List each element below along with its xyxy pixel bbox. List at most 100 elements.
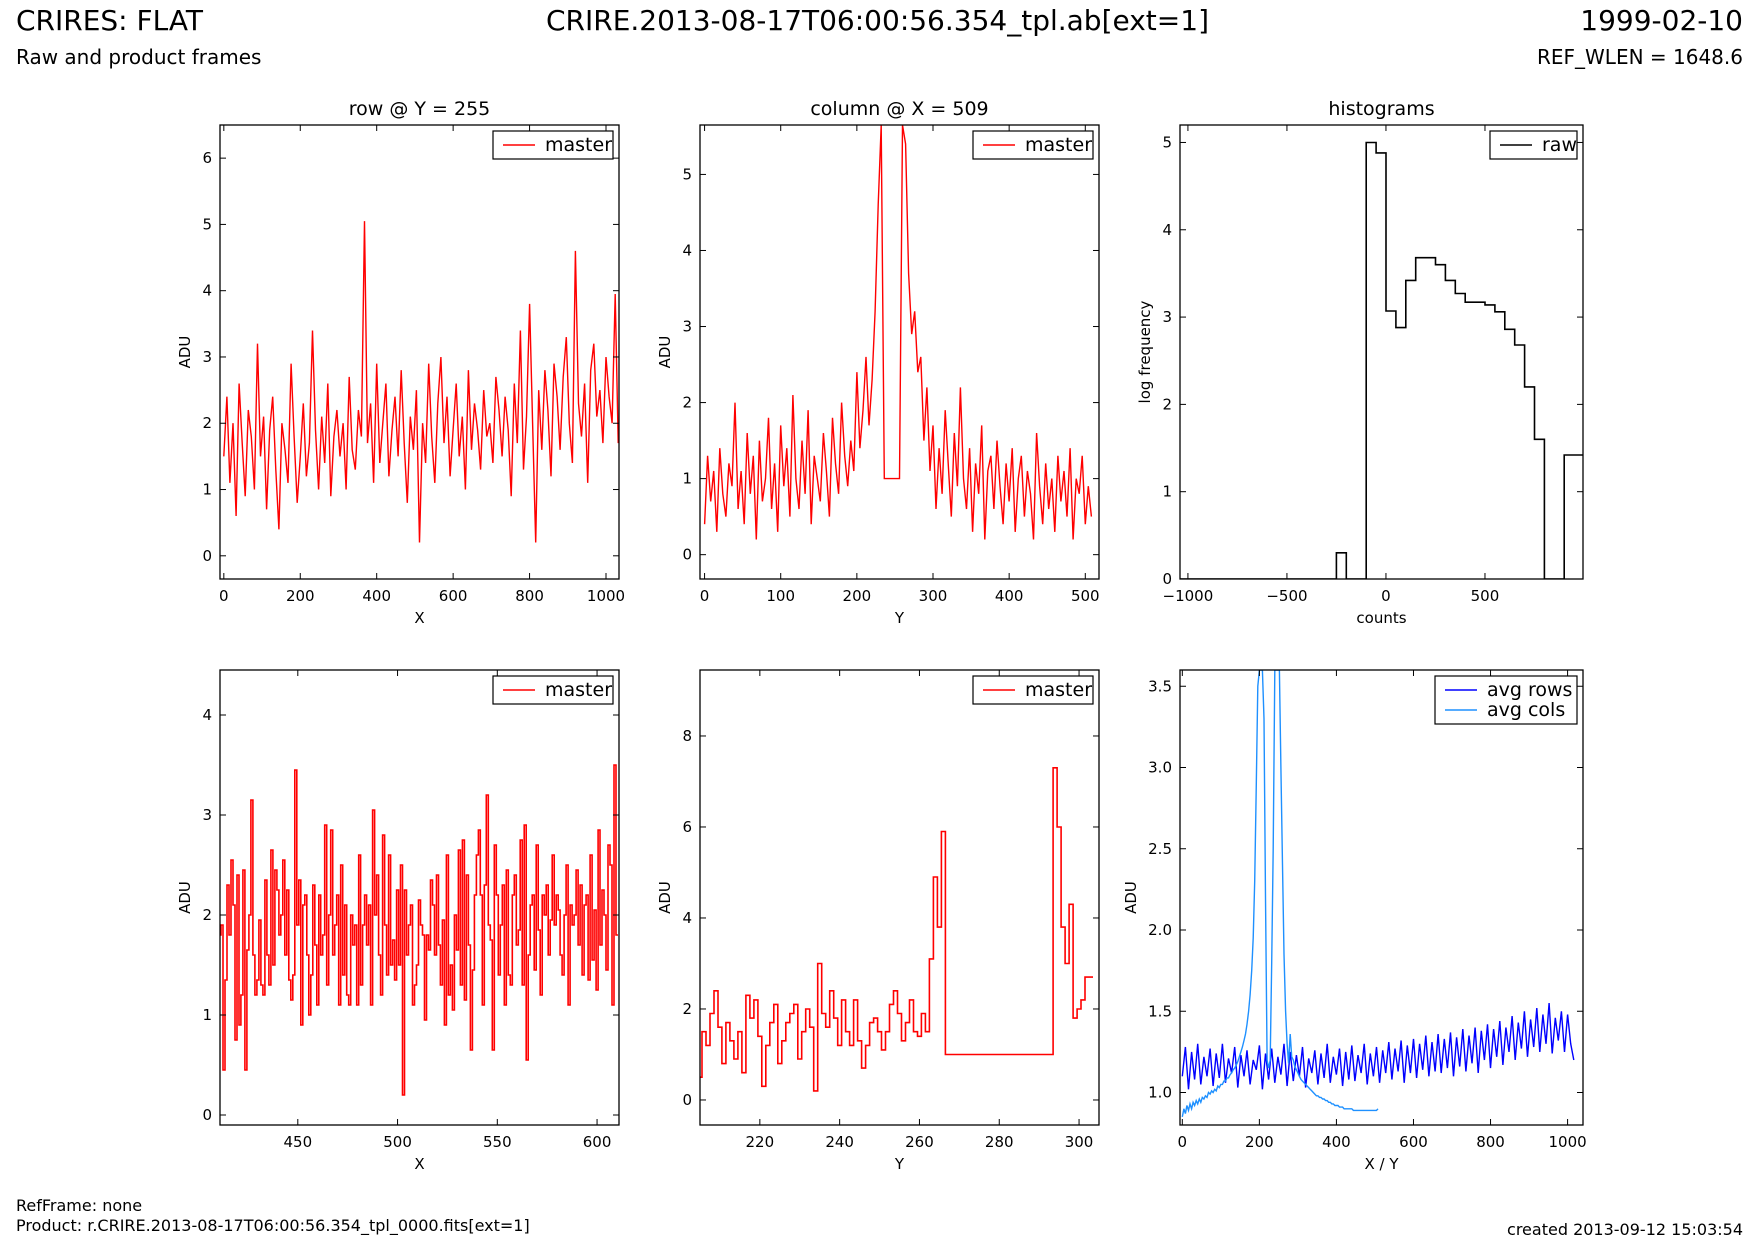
x-tick-label: 300 <box>1065 1133 1094 1151</box>
x-tick-label: 260 <box>905 1133 934 1151</box>
y-tick-label: 0 <box>682 546 692 564</box>
y-tick-label: 1 <box>202 1006 212 1024</box>
created-label: created 2013-09-12 15:03:54 <box>1507 1220 1743 1239</box>
x-tick-label: 600 <box>583 1133 612 1151</box>
y-tick-label: 1 <box>202 481 212 499</box>
y-tick-label: 2 <box>202 414 212 432</box>
plot-frame <box>219 124 620 580</box>
x-tick-label: 450 <box>283 1133 312 1151</box>
y-tick-label: 4 <box>1162 221 1172 239</box>
plot-frame <box>699 669 1100 1126</box>
series-line-avg-cols <box>1181 670 1379 1118</box>
series-line-master <box>703 125 1093 540</box>
frame-title: CRIRE.2013-08-17T06:00:56.354_tpl.ab[ext… <box>545 4 1209 37</box>
y-tick-label: 6 <box>202 149 212 167</box>
y-axis-label: ADU <box>176 336 194 369</box>
y-tick-label: 0 <box>1162 570 1172 588</box>
legend-entry: master <box>545 679 612 701</box>
x-tick-label: 400 <box>995 587 1024 605</box>
x-tick-label: 800 <box>1476 1133 1505 1151</box>
x-tick-label: 200 <box>286 587 315 605</box>
y-tick-label: 3.5 <box>1148 677 1172 695</box>
plot-frame <box>1179 669 1584 1126</box>
y-tick-label: 2 <box>682 394 692 412</box>
x-tick-label: −1000 <box>1163 587 1214 605</box>
x-tick-label: 200 <box>1245 1133 1274 1151</box>
chart-column-full: 0 100 200 300 400 500 0 1 2 3 4 5 column @ X = 509 Y A… <box>656 98 1100 627</box>
chart-row-zoom: 450 500 550 600 0 1 2 3 4 X ADU master <box>176 669 620 1173</box>
y-tick-label: 8 <box>682 727 692 745</box>
y-tick-label: 3 <box>202 348 212 366</box>
x-tick-label: 300 <box>919 587 948 605</box>
x-tick-label: 500 <box>1071 587 1100 605</box>
y-tick-label: 1.0 <box>1148 1084 1172 1102</box>
legend-entry: master <box>545 134 612 156</box>
legend: master <box>972 130 1094 160</box>
y-tick-label: 3.0 <box>1148 759 1172 777</box>
y-tick-label: 2.5 <box>1148 840 1172 858</box>
y-axis-label: ADU <box>176 881 194 914</box>
plot-frame <box>219 669 620 1126</box>
x-tick-label: 600 <box>1399 1133 1428 1151</box>
y-axis-label: ADU <box>656 881 674 914</box>
legend: master <box>972 675 1094 705</box>
x-axis-label: X <box>414 609 424 627</box>
x-tick-label: 0 <box>219 587 229 605</box>
x-tick-label: 220 <box>746 1133 775 1151</box>
x-tick-label: 800 <box>515 587 544 605</box>
series-line-master <box>223 221 619 543</box>
y-tick-label: 0 <box>682 1091 692 1109</box>
ref-frame-label: RefFrame: none <box>16 1196 143 1215</box>
x-tick-label: 0 <box>1381 587 1391 605</box>
y-axis-label: ADU <box>1122 881 1140 914</box>
y-axis-label: ADU <box>656 336 674 369</box>
y-tick-label: 1.5 <box>1148 1002 1172 1020</box>
y-tick-label: 4 <box>682 909 692 927</box>
legend: master <box>492 130 614 160</box>
x-tick-label: 280 <box>985 1133 1014 1151</box>
legend-box <box>1434 675 1578 725</box>
plot-frame <box>699 124 1100 580</box>
x-tick-label: 500 <box>1471 587 1500 605</box>
chart-title: row @ Y = 255 <box>349 98 491 120</box>
x-tick-label: 600 <box>439 587 468 605</box>
x-tick-label: 0 <box>1178 1133 1188 1151</box>
legend-entry: master <box>1025 679 1092 701</box>
y-tick-label: 1 <box>682 470 692 488</box>
x-tick-label: −500 <box>1266 587 1307 605</box>
x-tick-label: 100 <box>766 587 795 605</box>
legend-entry: raw <box>1542 134 1577 156</box>
x-tick-label: 1000 <box>587 587 625 605</box>
y-tick-label: 6 <box>682 818 692 836</box>
y-tick-label: 4 <box>202 706 212 724</box>
y-tick-label: 4 <box>202 282 212 300</box>
product-label: Product: r.CRIRE.2013-08-17T06:00:56.354… <box>16 1216 530 1235</box>
chart-histograms: −1000 −500 0 500 0 1 2 3 4 5 histograms counts log f… <box>1136 98 1584 627</box>
series-line-master <box>700 767 1093 1092</box>
y-axis-label: log frequency <box>1136 300 1154 403</box>
y-tick-label: 2.0 <box>1148 921 1172 939</box>
x-tick-label: 0 <box>700 587 710 605</box>
date-label: 1999-02-10 <box>1580 4 1743 37</box>
y-tick-label: 5 <box>1162 133 1172 151</box>
y-tick-label: 4 <box>682 241 692 259</box>
y-tick-label: 2 <box>1162 395 1172 413</box>
chart-title: histograms <box>1328 98 1434 120</box>
series-line-avg-rows <box>1181 1003 1575 1090</box>
y-tick-label: 5 <box>202 215 212 233</box>
plot-frame <box>1179 124 1584 580</box>
x-tick-label: 240 <box>825 1133 854 1151</box>
y-tick-label: 2 <box>682 1000 692 1018</box>
y-tick-label: 3 <box>682 318 692 336</box>
x-tick-label: 200 <box>843 587 872 605</box>
legend-entry: avg cols <box>1487 699 1565 721</box>
series-line-raw <box>1180 141 1583 579</box>
page-subtitle: Raw and product frames <box>16 45 262 69</box>
x-axis-label: Y <box>894 609 905 627</box>
x-tick-label: 550 <box>483 1133 512 1151</box>
chart-title: column @ X = 509 <box>810 98 988 120</box>
x-tick-label: 500 <box>383 1133 412 1151</box>
x-axis-label: Y <box>894 1155 905 1173</box>
